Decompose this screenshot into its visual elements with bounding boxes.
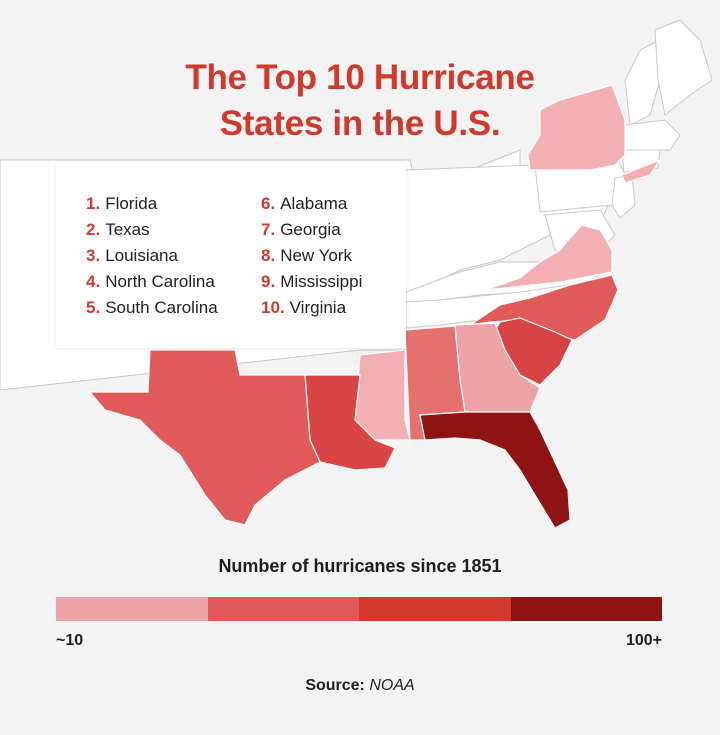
scale-segment-2 (207, 597, 359, 621)
rank-number: 4. (86, 272, 101, 291)
rank-state: Virginia (289, 298, 347, 317)
scale-segment-4 (510, 597, 662, 621)
list-item: 8. New York (261, 246, 362, 272)
rank-state: Texas (105, 220, 150, 239)
state-virginia (484, 224, 613, 291)
rankings-column-2: 6. Alabama 7. Georgia 8. New York 9. Mississ… (261, 194, 362, 324)
rank-state: North Carolina (105, 272, 215, 291)
rank-state: Mississippi (280, 272, 363, 291)
state-massachusetts (624, 119, 681, 151)
list-item: 1. Florida (86, 194, 218, 220)
scale-min-label: ~10 (56, 632, 84, 649)
scale-title: Number of hurricanes since 1851 (218, 556, 502, 576)
scale-segment-1 (56, 597, 208, 621)
rank-number: 3. (86, 246, 101, 265)
state-new-york (527, 84, 626, 171)
state-long-island (621, 158, 662, 184)
rank-number: 2. (86, 220, 101, 239)
list-item: 7. Georgia (261, 220, 362, 246)
hurricane-states (88, 84, 662, 529)
list-item: 3. Louisiana (86, 246, 218, 272)
rank-state: Georgia (280, 220, 341, 239)
rank-state: South Carolina (105, 298, 218, 317)
page-title: The Top 10 Hurricane States in the U.S. (130, 55, 590, 147)
source-value: NOAA (369, 677, 415, 694)
rank-state: Florida (105, 194, 158, 213)
title-line-1: The Top 10 Hurricane (185, 58, 535, 97)
scale-max-label: 100+ (625, 632, 662, 649)
rank-number: 7. (261, 220, 276, 239)
list-item: 10. Virginia (261, 298, 362, 324)
list-item: 5. South Carolina (86, 298, 218, 324)
title-line-2: States in the U.S. (219, 104, 501, 143)
list-item: 9. Mississippi (261, 272, 362, 298)
rank-number: 10. (261, 298, 285, 317)
state-vermont-nh (624, 39, 661, 126)
source-note: Source: NOAA (0, 677, 720, 695)
scale-segment-3 (359, 597, 511, 621)
state-maine (654, 19, 713, 116)
source-label: Source: (305, 677, 365, 694)
list-item: 4. North Carolina (86, 272, 218, 298)
list-item: 6. Alabama (261, 194, 362, 220)
rank-number: 6. (261, 194, 276, 213)
rank-number: 9. (261, 272, 276, 291)
rank-number: 5. (86, 298, 101, 317)
rankings-box: 1. Florida 2. Texas 3. Louisiana 4. North Ca… (56, 162, 406, 348)
rank-state: New York (280, 246, 353, 265)
state-florida (419, 411, 571, 529)
state-texas (88, 349, 321, 526)
color-scale-bar (56, 597, 662, 621)
list-item: 2. Texas (86, 220, 218, 246)
rank-state: Alabama (280, 194, 348, 213)
rank-number: 1. (86, 194, 101, 213)
state-mississippi (354, 349, 411, 441)
rank-number: 8. (261, 246, 276, 265)
rank-state: Louisiana (105, 246, 178, 265)
rankings-column-1: 1. Florida 2. Texas 3. Louisiana 4. North Ca… (86, 194, 218, 324)
